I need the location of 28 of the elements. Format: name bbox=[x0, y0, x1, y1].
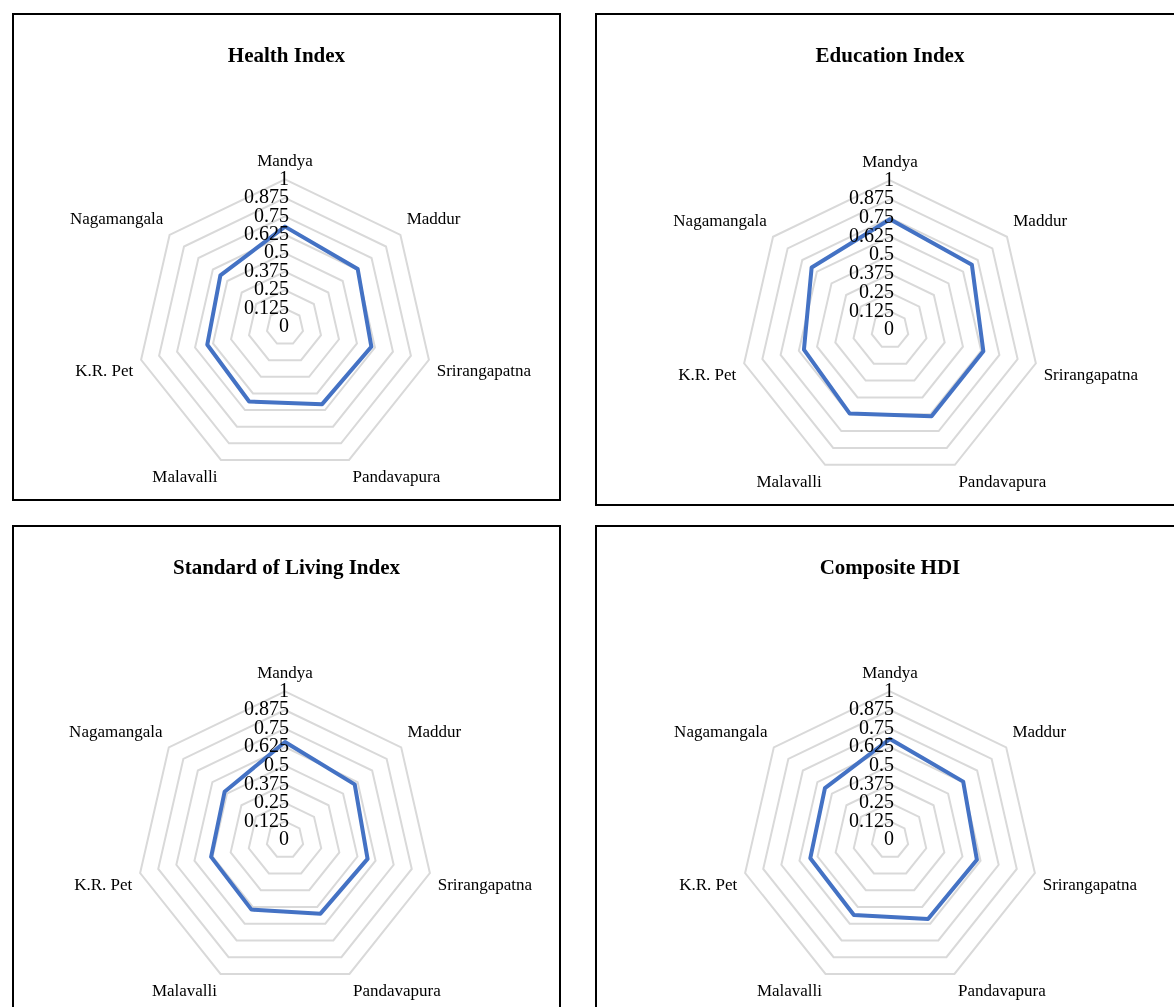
spoke-label: Pandavapura bbox=[352, 466, 441, 486]
spoke-label: K.R. Pet bbox=[678, 364, 737, 384]
spoke-label: Malavalli bbox=[152, 466, 218, 486]
spoke-label: Nagamangala bbox=[69, 721, 164, 741]
spoke-label: Malavalli bbox=[756, 471, 822, 491]
spoke-label: Malavalli bbox=[756, 980, 823, 1000]
spoke-label: Nagamangala bbox=[674, 721, 769, 741]
spoke-label: K.R. Pet bbox=[74, 874, 133, 894]
spoke-label: Maddur bbox=[1012, 721, 1067, 741]
chart-title: Standard of Living Index bbox=[172, 555, 401, 580]
spoke-label: Srirangapatna bbox=[1043, 364, 1139, 384]
spoke-label: Malavalli bbox=[151, 980, 218, 1000]
spoke-label: Pandavapura bbox=[958, 471, 1047, 491]
spoke-label: Pandavapura bbox=[957, 980, 1047, 1000]
chart-title: Education Index bbox=[814, 43, 966, 68]
spoke-label: Nagamangala bbox=[69, 209, 164, 229]
spoke-label: Maddur bbox=[406, 209, 461, 229]
chart-title: Composite HDI bbox=[818, 555, 962, 580]
spoke-label: K.R. Pet bbox=[75, 361, 134, 381]
spoke-label: Srirangapatna bbox=[436, 361, 532, 381]
spoke-label: Srirangapatna bbox=[437, 874, 533, 894]
spoke-label: Srirangapatna bbox=[1042, 874, 1138, 894]
spoke-label: Nagamangala bbox=[673, 211, 768, 231]
spoke-label: Maddur bbox=[1013, 211, 1068, 231]
chart-title: Health Index bbox=[226, 43, 347, 68]
spoke-label: Maddur bbox=[407, 721, 462, 741]
spoke-label: K.R. Pet bbox=[679, 874, 738, 894]
spoke-label: Pandavapura bbox=[352, 980, 442, 1000]
